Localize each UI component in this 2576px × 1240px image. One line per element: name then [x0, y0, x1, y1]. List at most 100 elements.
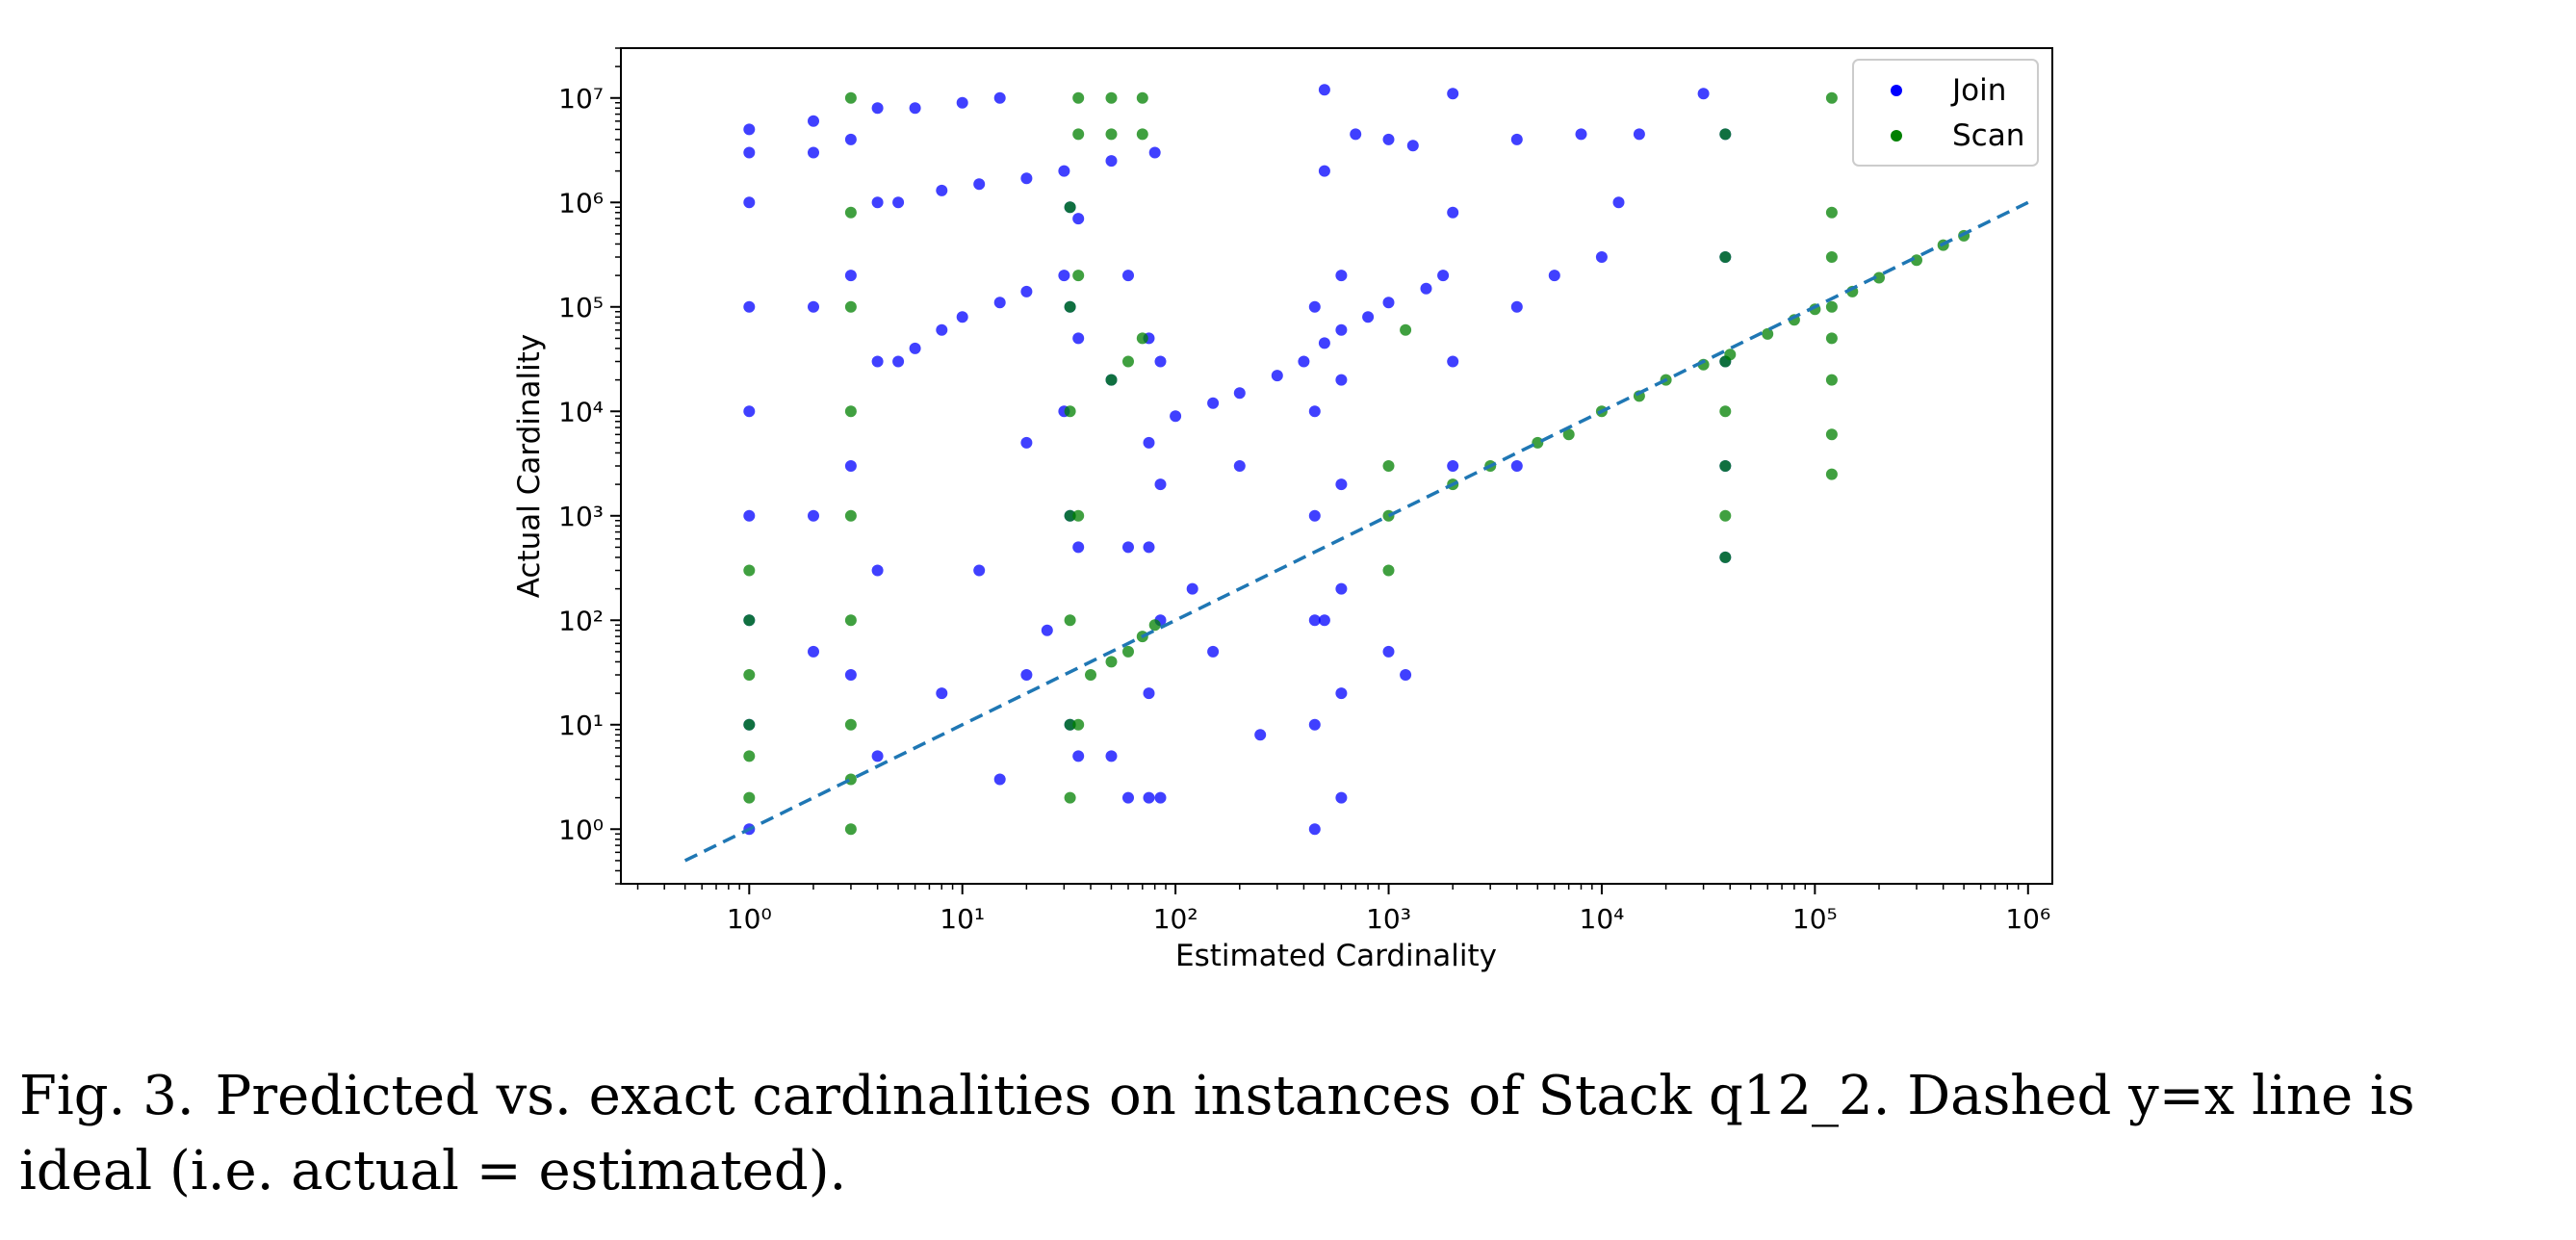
join-point: [1170, 410, 1182, 423]
x-tick-label: 10⁵: [1792, 903, 1838, 935]
join-point: [1308, 509, 1321, 522]
y-axis-label: Actual Cardinality: [512, 334, 547, 598]
join-point: [909, 102, 921, 115]
scan-point: [844, 300, 857, 313]
join-point: [1154, 478, 1167, 491]
scan-point: [844, 718, 857, 731]
join-point: [936, 323, 948, 336]
join-point: [1233, 460, 1246, 472]
join-point: [1058, 165, 1070, 177]
scan-point: [1064, 718, 1076, 731]
scan-point: [1825, 374, 1838, 386]
y-tick-label: 10⁴: [558, 396, 604, 427]
join-point: [1154, 791, 1167, 804]
data-points-layer: [743, 84, 1971, 836]
scan-point: [844, 509, 857, 522]
join-point: [1308, 718, 1321, 731]
join-point: [1308, 300, 1321, 313]
scan-point: [844, 206, 857, 219]
join-point: [1350, 128, 1362, 141]
join-point: [1122, 270, 1134, 282]
join-point: [993, 773, 1006, 786]
scan-point: [1873, 271, 1885, 284]
join-point: [1335, 582, 1348, 595]
join-point: [1020, 436, 1033, 449]
join-point: [743, 405, 756, 418]
join-point: [1143, 791, 1155, 804]
caption-text: Predicted vs. exact cardinalities on ins…: [19, 1065, 2415, 1202]
join-point: [1207, 645, 1220, 658]
scan-point: [1072, 128, 1085, 141]
join-point: [1447, 355, 1459, 368]
join-point: [743, 509, 756, 522]
scan-point: [743, 718, 756, 731]
scan-point: [743, 614, 756, 627]
join-point: [1437, 270, 1450, 282]
x-axis: 10⁰ 10¹ 10² 10³ 10⁴ 10⁵ 10⁶: [636, 884, 2050, 935]
scan-point: [1148, 619, 1161, 632]
join-point: [892, 196, 905, 209]
join-point: [1308, 823, 1321, 836]
scan-point: [1072, 718, 1085, 731]
legend-label-join: Join: [1950, 73, 2006, 108]
scan-point: [1825, 468, 1838, 480]
join-point: [871, 355, 884, 368]
join-point: [844, 270, 857, 282]
join-point: [1335, 323, 1348, 336]
scan-point: [1825, 428, 1838, 441]
join-point: [1148, 146, 1161, 159]
join-point: [956, 311, 968, 323]
join-point: [743, 146, 756, 159]
join-point: [808, 300, 819, 313]
scan-point: [844, 614, 857, 627]
join-point: [1143, 687, 1155, 700]
join-point: [993, 91, 1006, 104]
scan-point: [1136, 128, 1148, 141]
scan-point: [1072, 91, 1085, 104]
scan-point: [1105, 656, 1118, 668]
join-point: [973, 178, 986, 191]
scan-point: [1136, 332, 1148, 345]
scan-point: [1719, 509, 1732, 522]
scan-point: [1719, 405, 1732, 418]
join-point: [1233, 387, 1246, 400]
join-point: [1143, 436, 1155, 449]
scan-point: [1105, 128, 1118, 141]
join-point: [1382, 645, 1395, 658]
legend-marker-scan: [1891, 130, 1902, 142]
scan-point: [1085, 669, 1096, 681]
scan-point: [1072, 509, 1085, 522]
scan-point: [1532, 436, 1544, 449]
scan-point: [1719, 460, 1732, 472]
join-point: [1254, 729, 1267, 741]
join-point: [1510, 133, 1523, 145]
join-point: [871, 102, 884, 115]
scan-point: [1400, 323, 1412, 336]
join-point: [1447, 88, 1459, 100]
join-point: [1612, 196, 1625, 209]
scan-point: [743, 669, 756, 681]
scan-point: [1064, 300, 1076, 313]
join-point: [1072, 750, 1085, 762]
scan-point: [1136, 91, 1148, 104]
join-point: [1298, 355, 1310, 368]
join-point: [909, 342, 921, 354]
join-point: [808, 509, 819, 522]
join-point: [973, 564, 986, 577]
scatter-figure: 10⁰ 10¹ 10² 10³ 10⁴ 10⁵ 10⁶ 10⁰ 10¹ 10² 10³ 10⁴ 10⁵…: [512, 47, 2053, 973]
join-point: [1143, 541, 1155, 554]
scan-point: [1064, 201, 1076, 214]
y-tick-label: 10³: [558, 501, 604, 532]
join-point: [1271, 370, 1283, 382]
join-point: [1058, 270, 1070, 282]
join-point: [871, 750, 884, 762]
join-point: [1318, 165, 1330, 177]
scan-point: [1105, 374, 1118, 386]
legend-label-scan: Scan: [1952, 118, 2024, 153]
join-point: [993, 297, 1006, 309]
scan-point: [1122, 645, 1134, 658]
scan-point: [743, 791, 756, 804]
y-tick-label: 10⁵: [558, 292, 604, 323]
join-point: [844, 669, 857, 681]
join-point: [1122, 541, 1134, 554]
